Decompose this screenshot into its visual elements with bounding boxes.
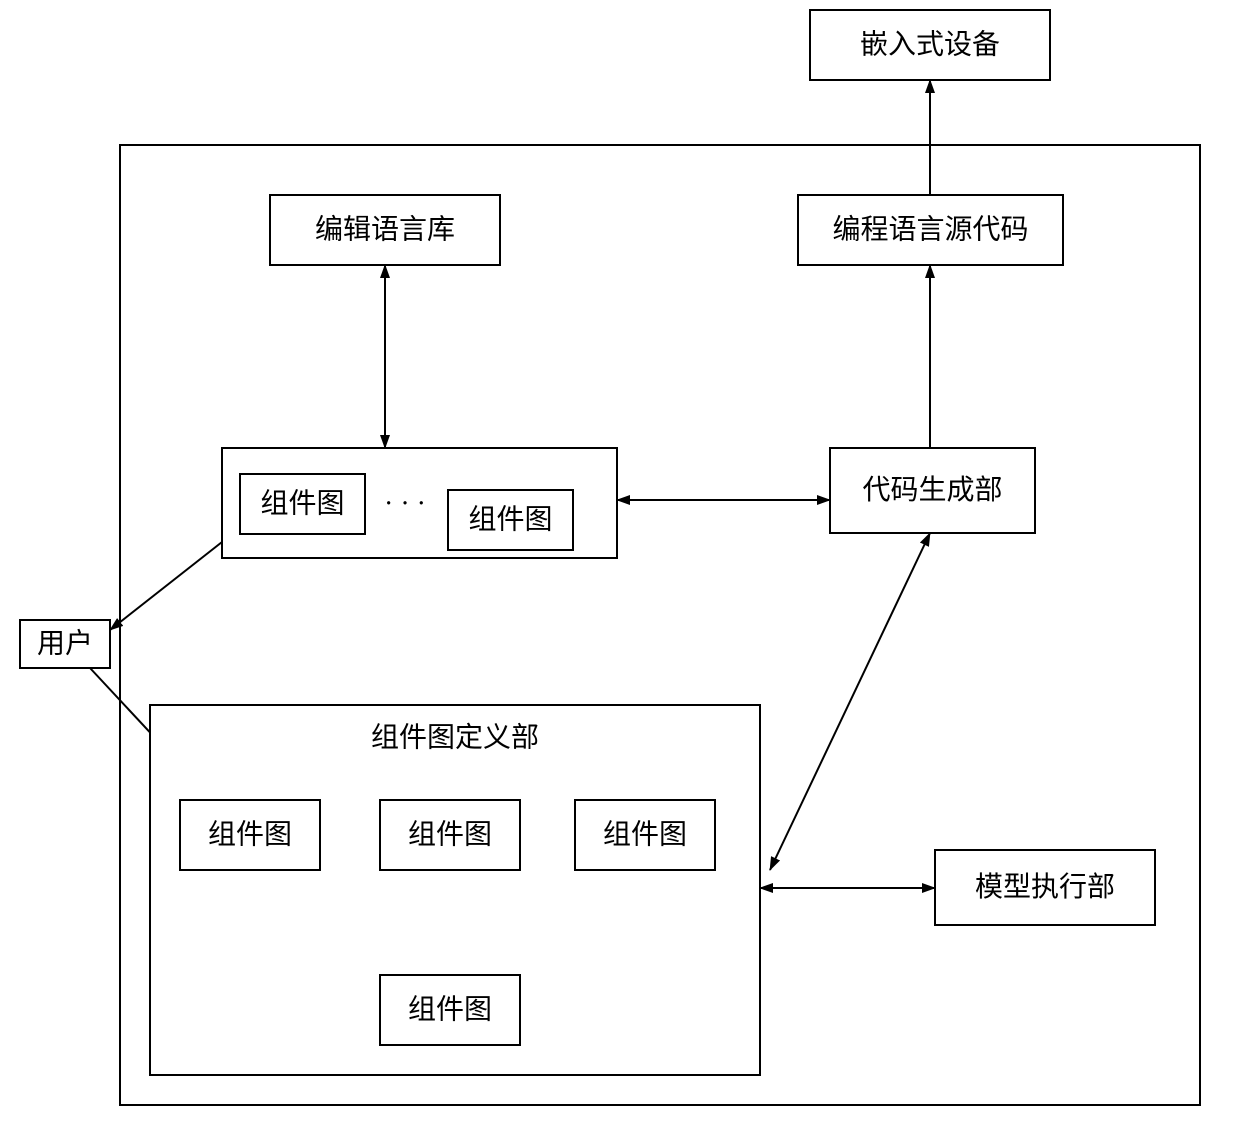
label-pt_b: 组件图 (468, 503, 552, 535)
label-pb_d: 组件图 (408, 993, 492, 1025)
label-user: 用户 (37, 627, 93, 659)
label-embedded: 嵌入式设备 (860, 28, 1000, 60)
label-pb_c: 组件图 (603, 818, 687, 850)
ellipsis: · · · (384, 488, 426, 519)
label-source: 编程语言源代码 (832, 213, 1028, 245)
label-pb_b: 组件图 (408, 818, 492, 850)
label-pb_a: 组件图 (208, 818, 292, 850)
panel-bot-title: 组件图定义部 (371, 721, 539, 753)
label-pt_a: 组件图 (260, 487, 344, 519)
label-exec: 模型执行部 (975, 871, 1115, 903)
label-codegen: 代码生成部 (862, 474, 1002, 506)
architecture-diagram: 嵌入式设备编程语言源代码编辑语言库代码生成部模型执行部用户组件图组件图· · ·… (0, 0, 1240, 1127)
label-langlib: 编辑语言库 (315, 213, 455, 245)
